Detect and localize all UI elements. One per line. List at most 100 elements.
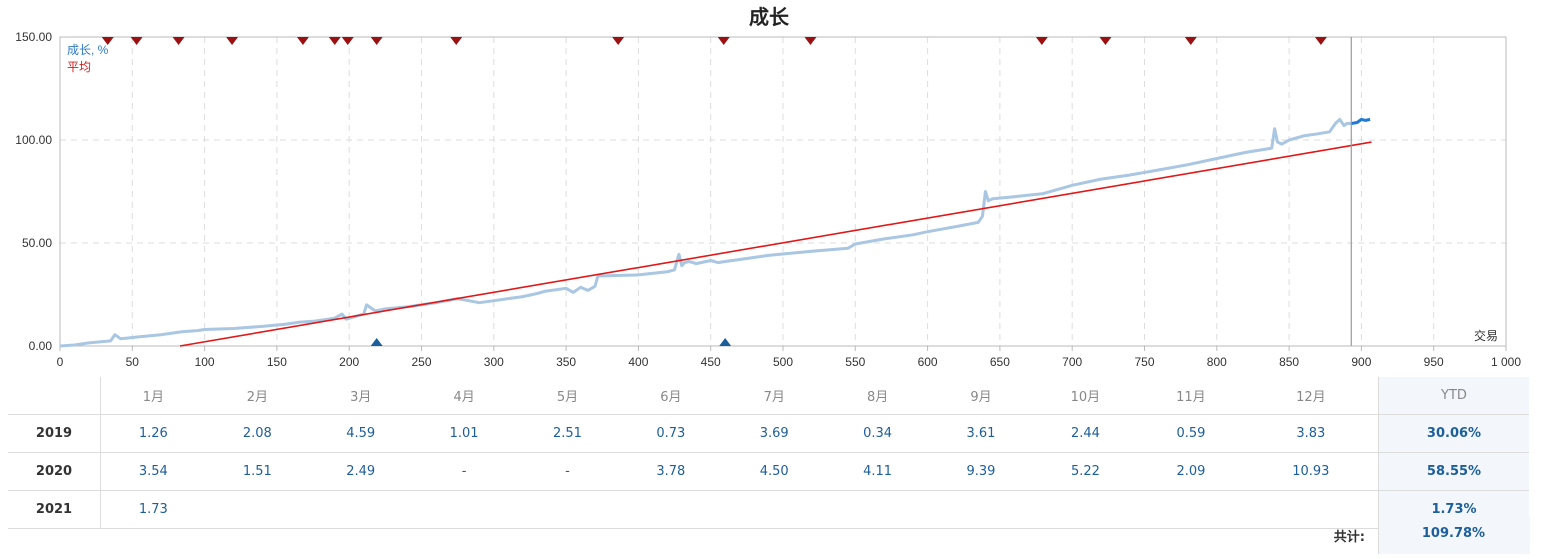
down-marker: [226, 37, 239, 45]
month-header: 6月: [660, 390, 682, 405]
average-line: [179, 141, 1372, 347]
x-tick-label: 800: [1207, 355, 1227, 369]
total-value: 109.78%: [1421, 526, 1486, 541]
month-value-cell: 4.50: [722, 452, 826, 491]
x-tick-label: 850: [1279, 355, 1299, 369]
year-cell: 2021: [8, 490, 101, 529]
x-tick-label: 50: [126, 355, 140, 369]
total-label: 共计:: [1333, 530, 1365, 545]
x-tick-label: 200: [339, 355, 359, 369]
x-tick-label: 400: [628, 355, 648, 369]
month-value-cell: 4.59: [309, 414, 413, 453]
month-header: 9月: [970, 390, 992, 405]
month-value-cell: 5.22: [1032, 452, 1139, 491]
x-tick-label: 0: [57, 355, 64, 369]
down-marker: [1184, 37, 1197, 45]
growth-series-line: [59, 117, 1352, 348]
table-row: 2020 3.54 1.51 2.49- -3.78 4.50 4.11 9.39 5.22 2.…: [8, 452, 1529, 491]
y-tick-label: 150.00: [15, 30, 52, 44]
month-value-cell: [722, 490, 826, 529]
month-header: 11月: [1176, 390, 1206, 405]
chart-title: 成长: [749, 5, 790, 29]
x-axis-label: 交易: [1474, 328, 1498, 343]
x-tick-label: 150: [267, 355, 287, 369]
x-tick-label: 700: [1062, 355, 1082, 369]
month-value-cell: 3.78: [619, 452, 723, 491]
x-tick-label: 600: [918, 355, 938, 369]
month-header: 12月: [1296, 390, 1326, 405]
y-tick-label: 0.00: [29, 339, 53, 353]
table-row: 2021 1.73 1.73%: [8, 490, 1529, 529]
table-corner: [8, 377, 101, 415]
month-value-cell: 4.11: [825, 452, 930, 491]
growth-recent-line: [1351, 117, 1371, 125]
table-header-row: 1月 2月 3月 4月 5月 6月 7月 8月 9月 10月 11月 12月 YTD: [8, 377, 1529, 415]
month-value-cell: 2.08: [205, 414, 310, 453]
y-tick-label: 100.00: [15, 133, 52, 147]
month-value-cell: 3.61: [929, 414, 1033, 453]
month-value-cell: [825, 490, 930, 529]
month-value-cell: [412, 490, 516, 529]
ytd-value-cell: 30.06%: [1378, 414, 1529, 453]
grid-lines: [60, 37, 1506, 346]
monthly-returns-table: 1月 2月 3月 4月 5月 6月 7月 8月 9月 10月 11月 12月 YTD 2019 1.26 2…: [8, 377, 1529, 529]
month-header: 4月: [453, 390, 475, 405]
down-marker: [370, 37, 383, 45]
month-value-cell: 3.69: [722, 414, 826, 453]
month-value-cell: [205, 490, 310, 529]
table-row: 2019 1.26 2.08 4.59 1.01 2.51 0.73 3.69 0.34 3.61…: [8, 414, 1529, 453]
x-tick-label: 100: [195, 355, 215, 369]
month-value-cell: [515, 490, 620, 529]
down-marker: [296, 37, 309, 45]
month-value-cell: [619, 490, 723, 529]
down-marker: [101, 37, 114, 45]
legend-growth: 成长, %: [67, 43, 109, 57]
down-marker: [804, 37, 817, 45]
year-cell: 2020: [8, 452, 101, 491]
month-value-cell: 1.26: [100, 414, 206, 453]
month-value-cell: 10.93: [1243, 452, 1379, 491]
down-marker: [1314, 37, 1327, 45]
month-header: 5月: [556, 390, 579, 405]
year-cell: 2019: [8, 414, 101, 453]
month-value-cell: [929, 490, 1033, 529]
month-header: 7月: [763, 390, 785, 405]
month-value-cell: -: [515, 452, 620, 491]
month-header: 8月: [866, 390, 889, 405]
growth-chart: 成长 0 50 100 150 200 250 300 350 400 450 500 550 600 6…: [15, 5, 1521, 369]
month-value-cell: -: [412, 452, 516, 491]
month-value-cell: [1243, 490, 1379, 529]
x-tick-label: 250: [411, 355, 431, 369]
month-header: 3月: [350, 390, 372, 405]
month-header: 10月: [1070, 390, 1101, 405]
down-marker: [172, 37, 185, 45]
month-value-cell: 2.51: [515, 414, 620, 453]
legend-average: 平均: [67, 60, 91, 74]
down-marker: [1099, 37, 1112, 45]
down-marker: [328, 37, 341, 45]
up-marker: [719, 338, 732, 346]
month-value-cell: 2.09: [1138, 452, 1244, 491]
x-tick-label: 1 000: [1491, 355, 1521, 369]
total-box: [1378, 516, 1530, 554]
x-tick-label: 300: [484, 355, 504, 369]
month-value-cell: [1032, 490, 1139, 529]
x-tick-label: 550: [845, 355, 865, 369]
down-marker: [1035, 37, 1048, 45]
month-value-cell: [1138, 490, 1244, 529]
month-header: 2月: [246, 390, 268, 405]
down-marker: [341, 37, 354, 45]
ytd-header: YTD: [1378, 377, 1529, 415]
month-value-cell: [309, 490, 413, 529]
x-tick-label: 750: [1134, 355, 1154, 369]
month-value-cell: 2.49: [309, 452, 413, 491]
month-value-cell: 2.44: [1032, 414, 1139, 453]
month-value-cell: 0.73: [619, 414, 723, 453]
up-marker: [370, 338, 383, 346]
month-value-cell: 9.39: [929, 452, 1033, 491]
x-tick-label: 900: [1351, 355, 1371, 369]
down-marker: [450, 37, 463, 45]
month-value-cell: 3.83: [1243, 414, 1379, 453]
x-tick-label: 950: [1424, 355, 1444, 369]
month-value-cell: 0.34: [825, 414, 930, 453]
